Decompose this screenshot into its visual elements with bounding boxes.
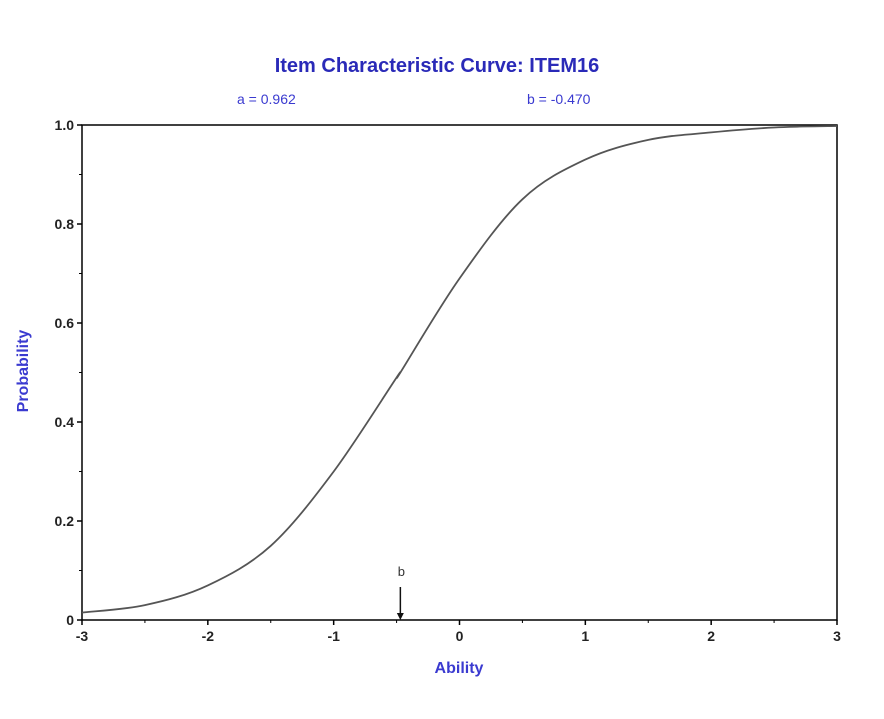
b-parameter-label: b = -0.470 (527, 91, 591, 107)
a-parameter-label: a = 0.962 (237, 91, 296, 107)
x-tick-label: 2 (707, 628, 715, 644)
x-axis: -3 -2 -1 0 1 2 3 (76, 620, 841, 644)
y-tick-label: 0 (66, 612, 74, 628)
plot-frame (81, 124, 838, 621)
plot-area (81, 124, 838, 621)
b-marker-label: b (398, 564, 405, 579)
y-tick-label: 0.4 (55, 414, 75, 430)
x-tick-label: -3 (76, 628, 89, 644)
x-tick-label: -2 (202, 628, 215, 644)
series-layer (81, 125, 838, 614)
x-tick-label: -1 (327, 628, 340, 644)
y-tick-label: 1.0 (55, 117, 75, 133)
x-axis-label: Ability (435, 660, 484, 677)
y-tick-label: 0.2 (55, 513, 75, 529)
icc-curve (81, 125, 838, 614)
x-tick-label: 3 (833, 628, 841, 644)
y-tick-label: 0.8 (55, 216, 75, 232)
x-tick-label: 0 (456, 628, 464, 644)
b-marker-arrowhead (396, 613, 404, 620)
annotation-layer: b (396, 564, 405, 620)
y-axis: 0 0.2 0.4 0.6 0.8 1.0 (55, 117, 82, 628)
y-tick-label: 0.6 (55, 315, 75, 331)
x-tick-label: 1 (581, 628, 589, 644)
y-axis-label: Probability (15, 330, 32, 413)
chart-title: Item Characteristic Curve: ITEM16 (275, 55, 600, 77)
